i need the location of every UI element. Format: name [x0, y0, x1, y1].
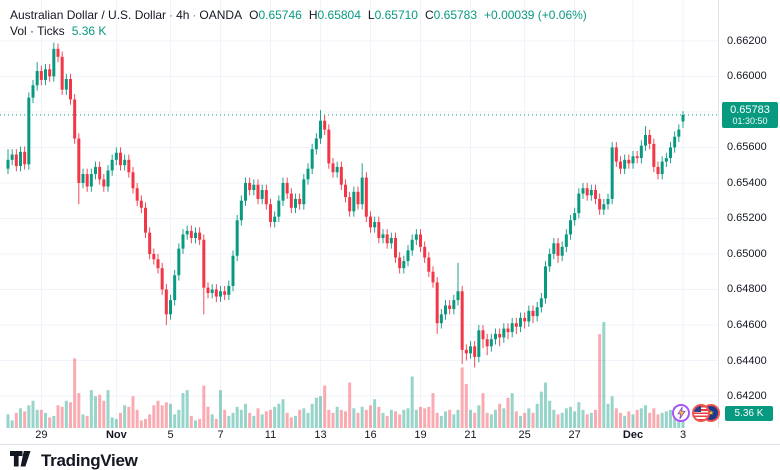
time-tick-label-7: 7 — [217, 429, 224, 441]
candlestick-chart[interactable] — [0, 0, 718, 428]
us-flag-icon[interactable] — [692, 404, 710, 422]
symbol-title[interactable]: Australian Dollar / U.S. Dollar — [10, 8, 167, 22]
volume-series — [6, 322, 685, 428]
time-tick-label-27: 27 — [568, 429, 581, 441]
price-tick-label: 0.66000 — [727, 70, 767, 83]
close-letter: C — [424, 8, 434, 22]
widget-bottom-border — [0, 444, 780, 445]
tradingview-logo-icon[interactable] — [10, 451, 36, 467]
time-tick-label-dec: Dec — [622, 429, 644, 441]
time-tick-label-13: 13 — [314, 429, 327, 441]
change-value: +0.00039 (+0.06%) — [484, 8, 587, 22]
time-tick-label-29: 29 — [35, 429, 48, 441]
time-axis[interactable]: 29 Nov 5 7 11 13 16 19 21 25 27 Dec 3 — [0, 428, 718, 444]
price-tick-label: 0.64200 — [727, 390, 767, 403]
time-tick-label-16: 16 — [364, 429, 377, 441]
price-tick-label: 0.66200 — [727, 34, 767, 47]
open-value: 0.65746 — [258, 8, 302, 22]
price-tick-label: 0.64600 — [727, 318, 767, 331]
close-value: 0.65783 — [433, 8, 478, 22]
footer: TradingView — [10, 451, 138, 470]
time-tick-label-nov: Nov — [105, 429, 127, 441]
chart-legend: Australian Dollar / U.S. Dollar · 4h · OANDA… — [10, 8, 587, 39]
bar-countdown: 01:30:50 — [732, 115, 768, 126]
symbol-legend-row: Australian Dollar / U.S. Dollar · 4h · OANDA… — [10, 8, 587, 23]
price-tick-label: 0.64800 — [727, 283, 767, 296]
current-volume-badge: 5.36 K — [725, 406, 773, 421]
volume-label[interactable]: Vol · Ticks — [10, 24, 65, 38]
lightning-bolt-icon[interactable] — [672, 404, 690, 422]
time-tick-label-19: 19 — [414, 429, 427, 441]
exchange-label[interactable]: OANDA — [199, 8, 243, 22]
volume-legend-row: Vol · Ticks 5.36 K — [10, 24, 587, 39]
price-tick-label: 0.65200 — [727, 212, 767, 225]
open-letter: O — [249, 8, 259, 22]
chart-pane[interactable]: Australian Dollar / U.S. Dollar · 4h · OANDA… — [0, 0, 720, 428]
low-value: 0.65710 — [374, 8, 418, 22]
price-tick-label: 0.65600 — [727, 141, 767, 154]
current-price-value: 0.65783 — [730, 103, 770, 116]
grid-lines — [0, 0, 718, 428]
candlestick-series — [6, 42, 685, 368]
time-tick-label-5: 5 — [167, 429, 174, 441]
current-price-badge: 0.65783 01:30:50 — [722, 101, 778, 128]
price-axis[interactable]: 0.662000.660000.658000.656000.654000.652… — [718, 0, 780, 428]
legend-separator: · — [169, 8, 174, 22]
legend-separator: · — [192, 8, 197, 22]
high-value: 0.65804 — [317, 8, 361, 22]
price-tick-label: 0.65400 — [727, 176, 767, 189]
interval-label[interactable]: 4h — [176, 8, 190, 22]
price-tick-label: 0.65000 — [727, 247, 767, 260]
tradingview-logo-text[interactable]: TradingView — [41, 451, 138, 470]
economic-events: ★ — [672, 403, 720, 423]
high-letter: H — [308, 8, 318, 22]
time-tick-label-3: 3 — [679, 429, 687, 441]
volume-value: 5.36 K — [71, 24, 107, 38]
time-tick-label-11: 11 — [264, 429, 277, 441]
price-tick-label: 0.64400 — [727, 354, 767, 367]
low-letter: L — [367, 8, 375, 22]
time-tick-label-21: 21 — [464, 429, 477, 441]
event-flags: ★ — [692, 404, 720, 422]
us-flag-canton — [694, 406, 701, 412]
time-tick-label-25: 25 — [518, 429, 531, 441]
